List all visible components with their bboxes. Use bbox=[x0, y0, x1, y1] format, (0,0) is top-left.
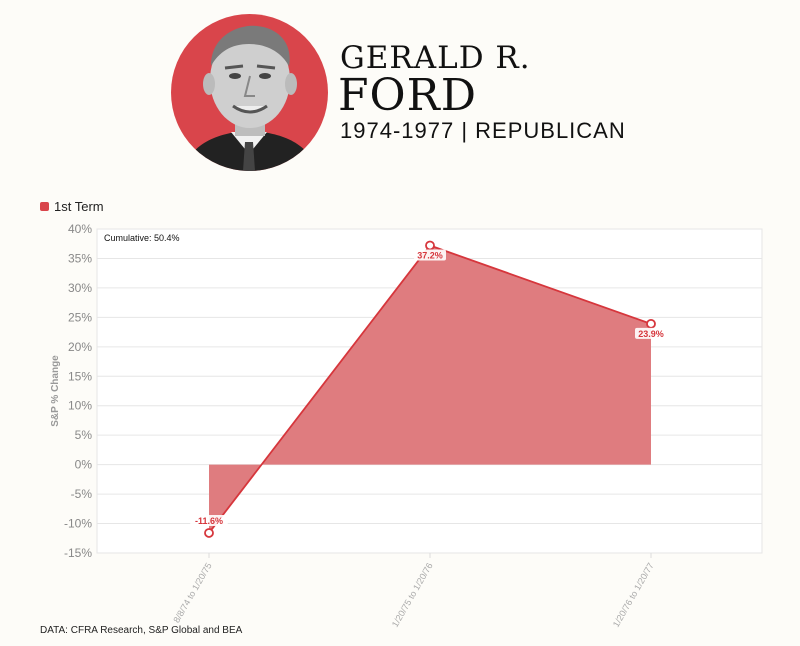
source-note: DATA: CFRA Research, S&P Global and BEA bbox=[40, 625, 243, 636]
y-tick-label: 25% bbox=[68, 310, 92, 324]
data-label-background bbox=[635, 327, 667, 339]
data-label-background bbox=[414, 249, 446, 261]
portrait-image bbox=[171, 14, 328, 171]
legend-swatch bbox=[40, 202, 49, 211]
y-tick-label: 15% bbox=[68, 369, 92, 383]
y-tick-label: 40% bbox=[68, 222, 92, 236]
header: GERALD R. FORD 1974-1977 | REPUBLICAN bbox=[0, 0, 800, 190]
data-point bbox=[204, 528, 214, 538]
term-and-party: 1974-1977 | REPUBLICAN bbox=[340, 118, 626, 143]
y-tick-label: 10% bbox=[68, 399, 92, 413]
x-tick-label: 1/20/75 to 1/20/76 bbox=[390, 561, 435, 629]
x-tick-label: 1/20/76 to 1/20/77 bbox=[611, 561, 656, 629]
area-layer bbox=[209, 245, 651, 533]
y-tick-label: 35% bbox=[68, 251, 92, 265]
data-label: 37.2% bbox=[417, 250, 443, 260]
x-tick-label: 8/8/74 to 1/20/75 bbox=[171, 561, 213, 625]
y-tick-label: -15% bbox=[64, 546, 92, 560]
data-point bbox=[425, 240, 435, 251]
y-tick-label: -10% bbox=[64, 517, 92, 531]
y-tick-label: -5% bbox=[71, 487, 93, 501]
president-name-last: FORD bbox=[338, 70, 478, 121]
president-name-first: GERALD R. bbox=[340, 40, 531, 76]
series-area bbox=[209, 245, 651, 533]
y-tick-label: 5% bbox=[75, 428, 93, 442]
data-label: 23.9% bbox=[638, 329, 664, 339]
data-marks: -11.6% 37.2% 23.9% bbox=[190, 240, 667, 538]
y-tick-label: 30% bbox=[68, 281, 92, 295]
y-axis-label: S&P % Change bbox=[50, 355, 61, 427]
legend: 1st Term bbox=[40, 199, 104, 214]
portrait-illustration bbox=[183, 25, 317, 171]
y-tick-label: 20% bbox=[68, 340, 92, 354]
legend-label: 1st Term bbox=[54, 199, 104, 214]
data-label-background bbox=[190, 514, 228, 526]
y-tick-label: 0% bbox=[75, 458, 93, 472]
cumulative-annotation: Cumulative: 50.4% bbox=[104, 233, 180, 243]
data-label: -11.6% bbox=[195, 516, 223, 526]
data-point bbox=[646, 318, 656, 329]
